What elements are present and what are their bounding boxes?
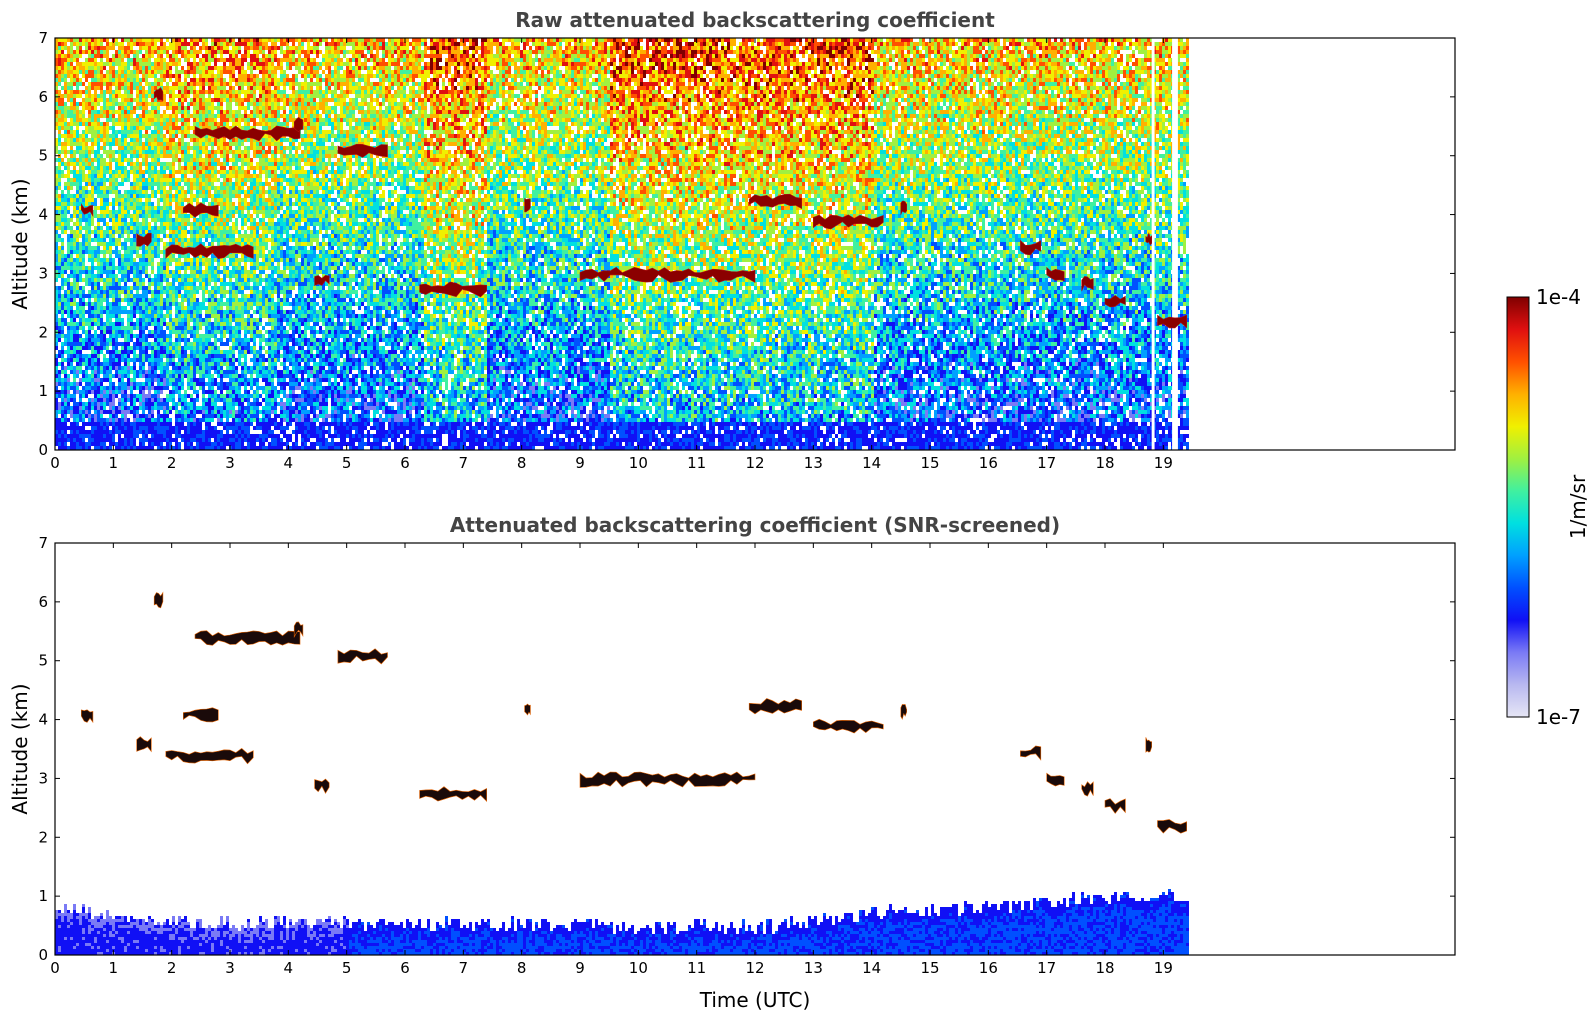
screened-y-axis: 0 1 2 3 4 5 6 7 [38, 534, 1455, 964]
x-tick-label: 15 [920, 454, 939, 472]
colorbar-unit-label: 1/m/sr [1566, 474, 1590, 539]
x-tick-label: 19 [1154, 959, 1173, 977]
y-tick-label: 1 [38, 887, 48, 905]
x-tick-label: 3 [225, 959, 235, 977]
cloud-layer [315, 779, 330, 793]
screened-cloud-layers [81, 593, 1186, 834]
x-tick-label: 16 [979, 454, 998, 472]
screened-y-axis-label: Altitude (km) [8, 683, 32, 814]
cloud-layer [580, 772, 755, 787]
y-tick-label: 1 [38, 382, 48, 400]
cloud-layer [1082, 782, 1094, 796]
x-tick-label: 1 [109, 454, 119, 472]
cloud-layer [195, 631, 300, 646]
cloud-layer [166, 748, 254, 763]
screened-panel-title: Attenuated backscattering coefficient (S… [450, 513, 1060, 537]
x-tick-label: 18 [1095, 454, 1114, 472]
x-tick-label: 4 [284, 959, 294, 977]
y-tick-label: 4 [38, 206, 48, 224]
y-tick-label: 5 [38, 652, 48, 670]
x-tick-label: 11 [687, 959, 706, 977]
x-tick-label: 2 [167, 959, 177, 977]
y-tick-label: 6 [38, 88, 48, 106]
x-tick-label: 6 [400, 959, 410, 977]
x-tick-label: 4 [284, 454, 294, 472]
x-tick-label: 15 [920, 959, 939, 977]
x-axis-label: Time (UTC) [699, 988, 811, 1012]
x-tick-label: 17 [1037, 959, 1056, 977]
cloud-layer [154, 593, 163, 608]
screened-heatmap [55, 889, 1189, 955]
y-tick-label: 7 [38, 29, 48, 47]
screened-plot-frame [55, 543, 1455, 955]
x-tick-label: 6 [400, 454, 410, 472]
y-tick-label: 3 [38, 769, 48, 787]
x-tick-label: 14 [862, 454, 881, 472]
cloud-layer [813, 719, 883, 733]
x-tick-label: 0 [50, 454, 60, 472]
cloud-layer [338, 649, 388, 664]
x-tick-label: 19 [1154, 454, 1173, 472]
raw-panel-title: Raw attenuated backscattering coefficien… [515, 8, 995, 32]
x-tick-label: 11 [687, 454, 706, 472]
x-tick-label: 3 [225, 454, 235, 472]
cloud-layer [81, 710, 93, 723]
y-tick-label: 7 [38, 534, 48, 552]
cloud-layer [1158, 820, 1187, 834]
x-tick-label: 2 [167, 454, 177, 472]
cloud-layer [749, 699, 802, 714]
figure: Raw attenuated backscattering coefficien… [0, 0, 1595, 1020]
cloud-layer [183, 708, 218, 722]
x-tick-label: 10 [629, 959, 648, 977]
x-tick-label: 16 [979, 959, 998, 977]
x-tick-label: 13 [804, 959, 823, 977]
cloud-layer [1146, 737, 1152, 752]
cloud-layer [137, 737, 152, 752]
x-tick-label: 12 [745, 454, 764, 472]
colorbar-max-label: 1e-4 [1536, 285, 1581, 309]
x-tick-label: 7 [459, 454, 469, 472]
x-tick-label: 14 [862, 959, 881, 977]
cloud-layer [1020, 746, 1040, 760]
cloud-layer [1047, 773, 1065, 786]
y-tick-label: 0 [38, 946, 48, 964]
cloud-layer [525, 704, 531, 715]
cloud-layer [1105, 799, 1125, 814]
raw-heatmap [55, 38, 1189, 450]
y-tick-label: 4 [38, 711, 48, 729]
raw-backscatter-panel: Raw attenuated backscattering coefficien… [8, 8, 1455, 472]
y-tick-label: 2 [38, 323, 48, 341]
x-tick-label: 5 [342, 959, 352, 977]
x-tick-label: 8 [517, 959, 527, 977]
colorbar-min-label: 1e-7 [1536, 705, 1581, 729]
y-tick-label: 3 [38, 264, 48, 282]
x-tick-label: 8 [517, 454, 527, 472]
y-tick-label: 5 [38, 147, 48, 165]
x-tick-label: 9 [575, 959, 585, 977]
x-tick-label: 1 [109, 959, 119, 977]
x-tick-label: 17 [1037, 454, 1056, 472]
screened-backscatter-panel: Attenuated backscattering coefficient (S… [8, 513, 1455, 1012]
cloud-layer [901, 704, 907, 719]
cloud-layer [420, 787, 487, 802]
colorbar-scale [1507, 297, 1529, 717]
raw-y-axis-label: Altitude (km) [8, 178, 32, 309]
x-tick-label: 12 [745, 959, 764, 977]
y-tick-label: 6 [38, 593, 48, 611]
x-tick-label: 5 [342, 454, 352, 472]
y-tick-label: 0 [38, 441, 48, 459]
colorbar: 1e-4 1e-7 1/m/sr [1507, 285, 1590, 729]
y-tick-label: 2 [38, 828, 48, 846]
x-tick-label: 9 [575, 454, 585, 472]
x-tick-label: 13 [804, 454, 823, 472]
x-tick-label: 18 [1095, 959, 1114, 977]
x-tick-label: 7 [459, 959, 469, 977]
x-tick-label: 0 [50, 959, 60, 977]
x-tick-label: 10 [629, 454, 648, 472]
